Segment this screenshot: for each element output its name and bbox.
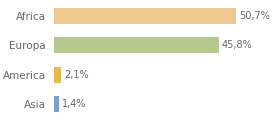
Bar [53,37,219,53]
Text: 1,4%: 1,4% [62,99,86,109]
Text: 50,7%: 50,7% [239,11,270,21]
Bar [53,96,59,112]
Text: 2,1%: 2,1% [64,70,89,80]
Bar [53,67,61,83]
Bar [53,8,236,24]
Text: 45,8%: 45,8% [222,40,252,50]
